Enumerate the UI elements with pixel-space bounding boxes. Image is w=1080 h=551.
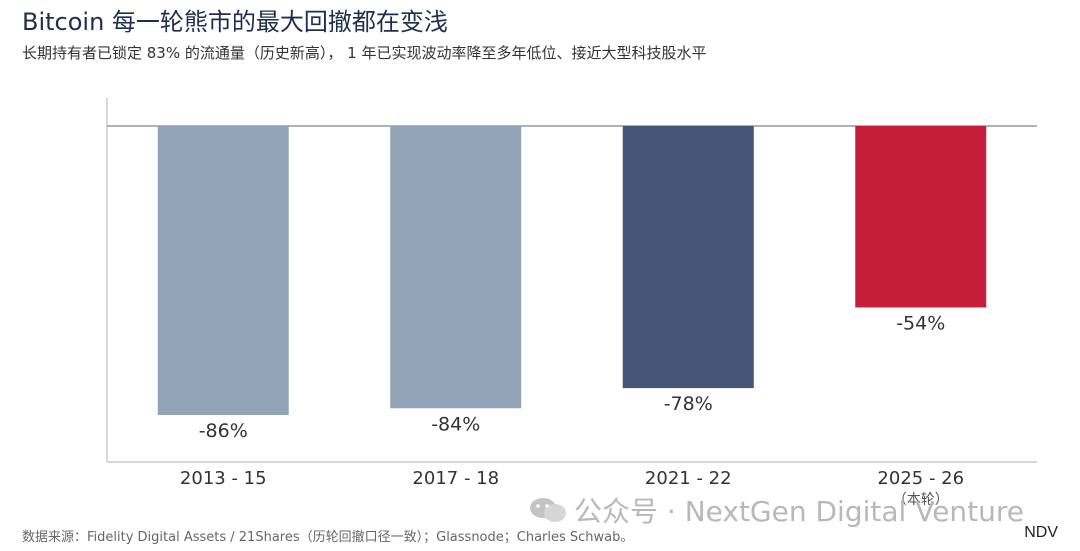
x-tick-label: 2013 - 15: [180, 468, 267, 489]
labels-group: -86% 2013 - 15 -84% 2017 - 18 -78% 2021 - 22 -…: [180, 312, 964, 508]
wechat-icon: [530, 498, 566, 522]
x-tick-sublabel: （本轮）: [893, 492, 949, 508]
x-tick-label: 2025 - 26: [877, 468, 964, 489]
ndv-logo: NDV: [1024, 524, 1058, 541]
chart-subtitle: 长期持有者已锁定 83% 的流通量（历史新高）， 1 年已实现波动率降至多年低位…: [22, 44, 707, 62]
source-note: 数据来源：Fidelity Digital Assets / 21Shares（…: [22, 530, 634, 545]
data-label: -84%: [431, 413, 480, 435]
bar-2025-26: [855, 126, 987, 308]
x-tick-label: 2021 - 22: [645, 468, 732, 489]
watermark: 公众号 · NextGen Digital Venture: [528, 490, 1024, 530]
data-label: -86%: [199, 420, 248, 442]
chart-title: Bitcoin 每一轮熊市的最大回撤都在变浅: [22, 8, 448, 36]
bar-2021-22: [622, 126, 754, 389]
data-label: -54%: [896, 312, 945, 334]
data-label: -78%: [664, 393, 713, 415]
bar-2013-15: [157, 126, 289, 415]
bar-2017-18: [390, 126, 522, 409]
x-tick-label: 2017 - 18: [412, 468, 499, 489]
bars-group: [157, 126, 987, 415]
watermark-text: 公众号 · NextGen Digital Venture: [574, 495, 1025, 528]
